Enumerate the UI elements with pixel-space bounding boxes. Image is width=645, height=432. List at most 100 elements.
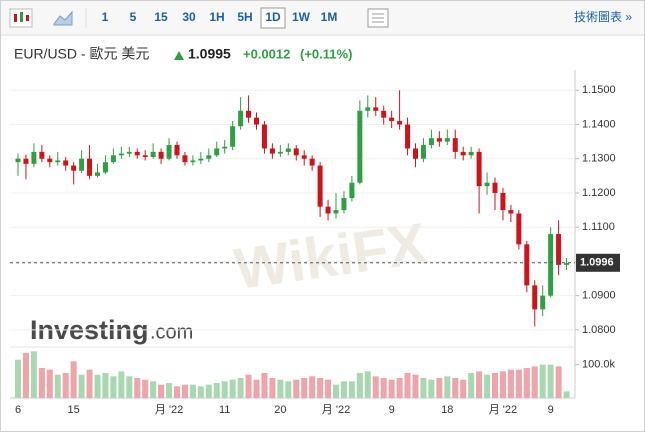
candle-body bbox=[166, 145, 172, 159]
volume-bar bbox=[118, 371, 125, 398]
volume-bar bbox=[499, 371, 506, 398]
icon-candle bbox=[26, 15, 29, 21]
candle-body bbox=[214, 148, 220, 156]
area-icon[interactable] bbox=[53, 10, 73, 26]
volume-bar bbox=[174, 386, 180, 398]
volume-bar bbox=[301, 378, 308, 398]
volume-bar bbox=[476, 371, 483, 398]
volume-bar bbox=[436, 378, 443, 398]
candle-body bbox=[413, 148, 418, 159]
candle-body bbox=[230, 126, 236, 147]
interval-button[interactable]: 1 bbox=[102, 10, 109, 24]
interval-button[interactable]: 1D bbox=[265, 10, 281, 24]
candle-body bbox=[23, 158, 29, 164]
volume-bar bbox=[70, 361, 77, 398]
volume-bar bbox=[277, 379, 284, 398]
candle-body bbox=[500, 192, 506, 211]
candle-body bbox=[333, 210, 339, 214]
candle-body bbox=[118, 153, 124, 156]
candle-body bbox=[158, 151, 164, 159]
volume-bar bbox=[142, 379, 149, 398]
candle-body bbox=[444, 138, 450, 142]
volume-bar bbox=[229, 379, 236, 398]
volume-bar bbox=[181, 384, 188, 398]
last-price-box bbox=[576, 253, 620, 272]
x-tick-label: 月 '22 bbox=[155, 404, 183, 416]
candle-body bbox=[532, 285, 538, 310]
candle-body bbox=[198, 158, 204, 161]
interval-button[interactable]: 1H bbox=[209, 10, 224, 24]
volume-bar bbox=[197, 386, 204, 398]
candle-body bbox=[548, 234, 554, 296]
volume-bar bbox=[269, 378, 276, 398]
candle-body bbox=[134, 151, 140, 156]
volume-bar bbox=[126, 376, 133, 398]
volume-bar bbox=[189, 384, 196, 398]
technical-link[interactable]: 技術圖表 » bbox=[574, 10, 632, 24]
interval-button[interactable]: 1W bbox=[292, 10, 311, 24]
x-tick-label: 9 bbox=[389, 404, 395, 416]
volume-bar bbox=[285, 381, 292, 398]
volume-bar bbox=[420, 378, 427, 398]
interval-button[interactable]: 30 bbox=[182, 10, 196, 24]
y-tick-label: 1.1300 bbox=[582, 153, 616, 165]
candle-body bbox=[71, 165, 77, 171]
candle-body bbox=[31, 151, 37, 164]
volume-bar bbox=[372, 376, 379, 398]
candle-body bbox=[476, 151, 482, 187]
volume-bar bbox=[539, 364, 546, 398]
candle-body bbox=[87, 158, 93, 176]
volume-bar bbox=[468, 373, 475, 398]
volume-bar bbox=[507, 369, 514, 398]
volume-bar bbox=[452, 378, 459, 398]
candle-body bbox=[182, 155, 188, 163]
candle-body bbox=[110, 155, 116, 163]
interval-button[interactable]: 15 bbox=[154, 10, 168, 24]
candle-icon[interactable] bbox=[9, 8, 33, 28]
volume-bar bbox=[460, 379, 467, 398]
volume-bar bbox=[158, 384, 165, 398]
candle-body bbox=[79, 158, 85, 171]
candle-body bbox=[15, 158, 21, 163]
volume-bar bbox=[22, 353, 29, 398]
volume-bar bbox=[364, 371, 371, 398]
candle-body bbox=[95, 172, 100, 176]
last-price-label: 1.0996 bbox=[580, 257, 614, 269]
candle-body bbox=[293, 148, 299, 156]
candle-body bbox=[206, 155, 212, 159]
candle-body bbox=[524, 244, 530, 286]
candle-body bbox=[309, 158, 315, 166]
candle-body bbox=[238, 110, 244, 127]
volume-bar bbox=[428, 379, 435, 398]
interval-button[interactable]: 5 bbox=[130, 10, 137, 24]
volume-bar bbox=[150, 381, 157, 398]
volume-bar bbox=[38, 368, 45, 398]
interval-button[interactable]: 1M bbox=[321, 10, 338, 24]
icon-candle bbox=[20, 12, 23, 22]
volume-bar bbox=[30, 351, 37, 398]
volume-bar bbox=[412, 374, 419, 398]
volume-bar bbox=[317, 378, 324, 398]
volume-bar bbox=[253, 379, 260, 398]
candle-body bbox=[564, 263, 570, 265]
x-tick-label: 9 bbox=[548, 404, 554, 416]
volume-bar bbox=[356, 373, 363, 398]
x-tick-label: 20 bbox=[274, 404, 286, 416]
candle-body bbox=[508, 210, 514, 214]
interval-button[interactable]: 5H bbox=[237, 10, 252, 24]
candle-body bbox=[516, 213, 522, 245]
candle-body bbox=[150, 151, 156, 158]
volume-bar bbox=[444, 376, 451, 398]
volume-bar bbox=[492, 373, 498, 398]
volume-bar bbox=[62, 373, 69, 398]
candle-body bbox=[540, 295, 546, 310]
y-tick-label: 1.1400 bbox=[582, 118, 616, 130]
candle-body bbox=[126, 151, 132, 154]
x-tick-label: 6 bbox=[15, 404, 21, 416]
x-tick-label: 月 '22 bbox=[322, 404, 350, 416]
candle-body bbox=[492, 182, 498, 193]
x-tick-label: 15 bbox=[68, 404, 80, 416]
volume-bar bbox=[325, 379, 332, 398]
candle-body bbox=[254, 117, 259, 125]
